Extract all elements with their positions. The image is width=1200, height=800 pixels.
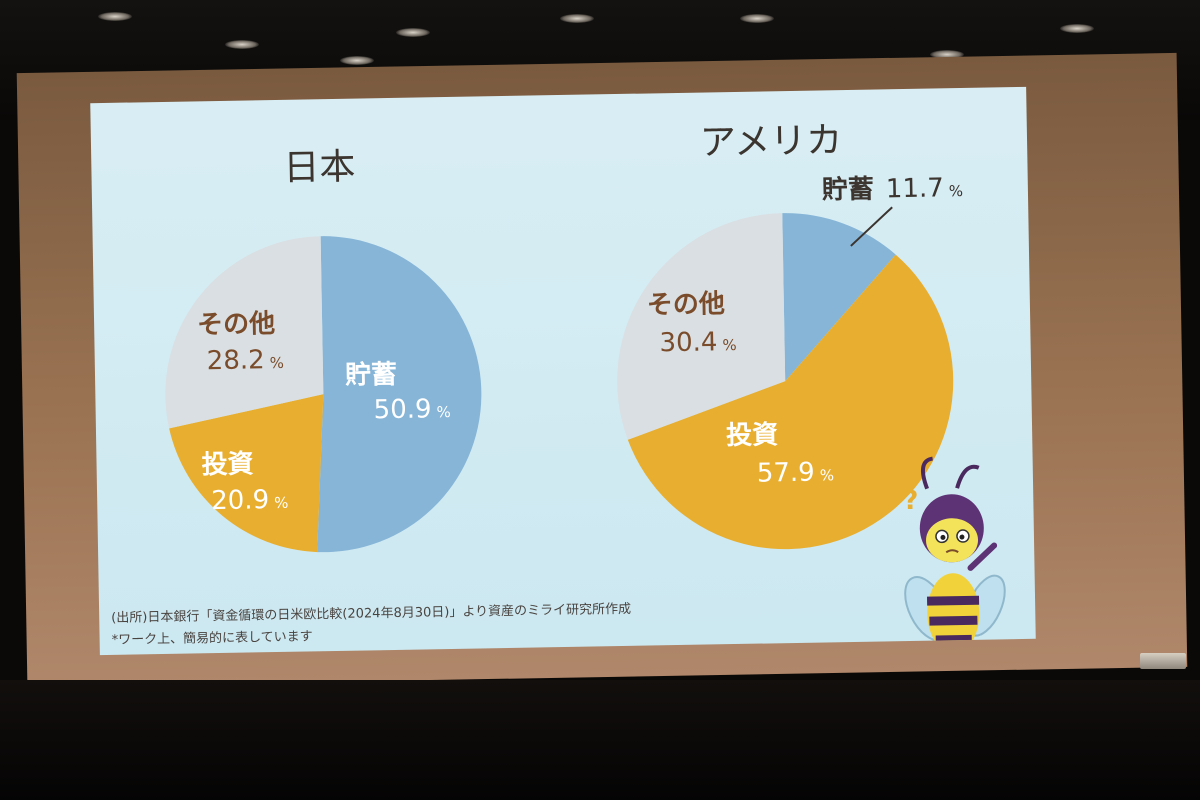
ceiling-light bbox=[560, 14, 594, 23]
pie-slice bbox=[169, 394, 324, 553]
slice-label: 投資 bbox=[726, 420, 779, 451]
pie-slice bbox=[317, 236, 482, 553]
pie-slice bbox=[617, 213, 786, 440]
slice-value: 57.9% bbox=[757, 457, 835, 488]
slice-value-unit: % bbox=[949, 182, 964, 200]
slice-value-number: 28.2 bbox=[207, 345, 265, 376]
ceiling-light bbox=[340, 56, 374, 65]
slice-label: その他 bbox=[647, 289, 726, 320]
leader-line bbox=[850, 206, 893, 247]
ceiling-light bbox=[1060, 24, 1094, 33]
pie-chart-japan: 日本 貯蓄 50.9% 投資 20.9% その他 28.2% bbox=[165, 147, 482, 553]
slice-label-callout: 貯蓄 11.7% bbox=[822, 172, 964, 205]
slice-value-unit: % bbox=[270, 354, 285, 372]
slice-value-number: 57.9 bbox=[757, 458, 815, 489]
ceiling-light bbox=[225, 40, 259, 49]
screen-bracket bbox=[1140, 653, 1186, 669]
slice-label: 投資 bbox=[201, 449, 254, 480]
pie-slices bbox=[617, 213, 954, 550]
slice-value: 20.9% bbox=[211, 485, 289, 516]
bee-mascot-icon: ? bbox=[903, 456, 1006, 654]
slice-label: 貯蓄 bbox=[345, 359, 398, 391]
slide-canvas: 日本 貯蓄 50.9% 投資 20.9% その他 28.2% アメリカ 貯蓄 11… bbox=[165, 120, 1006, 654]
slice-value-number: 50.9 bbox=[373, 394, 431, 425]
slice-value-unit: % bbox=[820, 466, 835, 484]
slice-value: 50.9% bbox=[373, 394, 451, 425]
pie-title: 日本 bbox=[283, 147, 356, 189]
ceiling-light bbox=[98, 12, 132, 21]
slice-value-number: 20.9 bbox=[211, 485, 269, 516]
pie-slice bbox=[627, 254, 954, 550]
ceiling-light bbox=[740, 14, 774, 23]
slice-value-unit: % bbox=[274, 494, 289, 512]
pie-slice bbox=[165, 236, 324, 429]
slice-value: 30.4% bbox=[659, 327, 737, 358]
slice-label: 貯蓄 bbox=[822, 174, 875, 206]
pie-chart-america: アメリカ 貯蓄 11.7% 投資 57.9% その他 30.4% bbox=[617, 120, 964, 550]
pie-slice bbox=[782, 213, 896, 382]
pie-title: アメリカ bbox=[700, 120, 843, 163]
mascot-question-mark: ? bbox=[903, 486, 919, 516]
ceiling-light bbox=[930, 50, 964, 59]
ceiling-light bbox=[396, 28, 430, 37]
stage-floor bbox=[0, 680, 1200, 800]
slice-value-number: 30.4 bbox=[659, 327, 717, 358]
presentation-slide: 日本 貯蓄 50.9% 投資 20.9% その他 28.2% アメリカ 貯蓄 11… bbox=[90, 86, 1036, 656]
pie-slices bbox=[165, 236, 482, 553]
work-note: *ワーク上、簡易的に表しています bbox=[111, 629, 313, 648]
slice-value-unit: % bbox=[436, 403, 451, 421]
slice-label: その他 bbox=[197, 309, 276, 340]
slice-value-unit: % bbox=[722, 336, 737, 354]
slice-value-number: 11.7 bbox=[886, 173, 944, 204]
slice-value: 28.2% bbox=[207, 345, 285, 376]
